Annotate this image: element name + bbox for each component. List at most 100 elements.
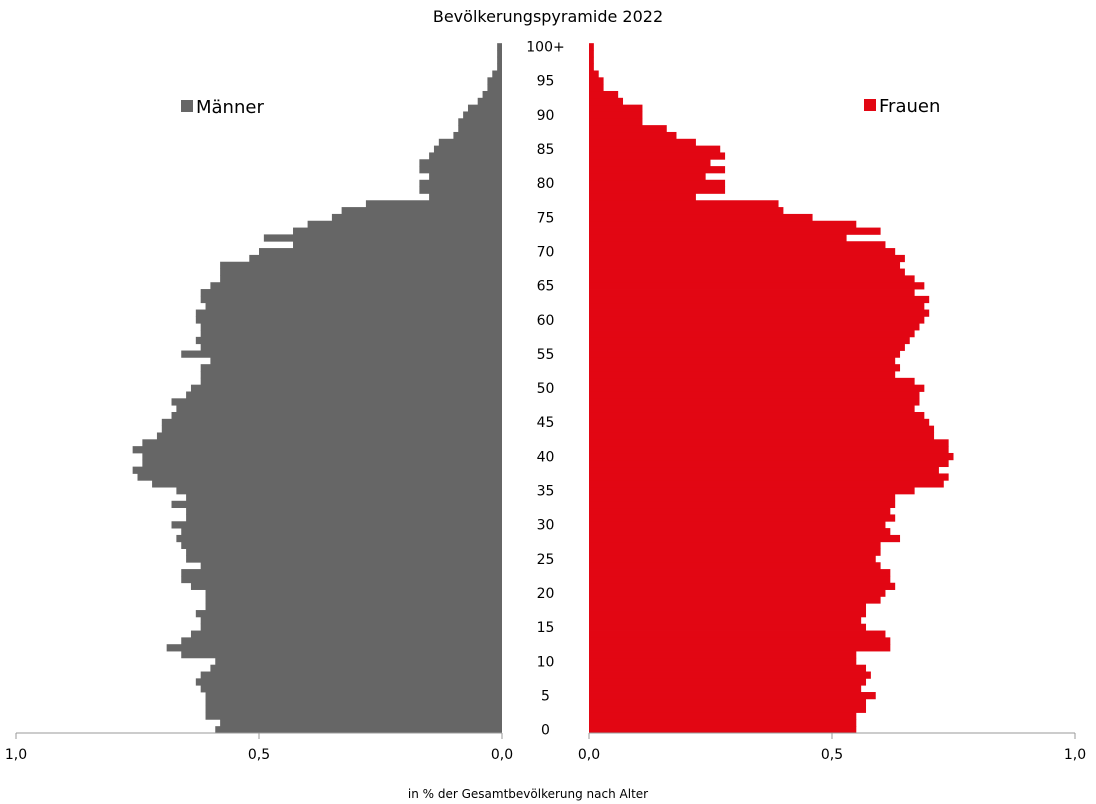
- age-label-5: 5: [541, 688, 550, 704]
- age-axis-labels: 0 5 10 15 20 25 30 35 40 45 50 55 60 65 70 75 80 85 90 95 10…: [526, 40, 564, 739]
- male-bar-age-30: [171, 521, 502, 529]
- male-bar-age-0: [215, 726, 502, 734]
- male-bar-age-91: [467, 104, 502, 112]
- female-bar-age-42: [589, 439, 949, 447]
- female-bar-age-62: [589, 302, 925, 310]
- x-tick-label-2: 0,0: [491, 747, 513, 763]
- male-bar-age-85: [433, 145, 502, 153]
- female-bar-age-71: [589, 241, 886, 249]
- x-axes: 1,0 0,5 0,0 0,0 0,5 1,0: [5, 732, 1086, 763]
- female-bar-age-2: [589, 712, 857, 720]
- female-bar-age-90: [589, 111, 643, 119]
- female-bar-age-67: [589, 268, 905, 276]
- male-bar-age-47: [176, 405, 502, 413]
- female-bar-age-40: [589, 452, 954, 461]
- female-bar-age-52: [589, 371, 896, 379]
- female-bar-age-54: [589, 357, 896, 365]
- male-bar-age-61: [195, 309, 502, 317]
- male-bar-age-55: [181, 350, 503, 358]
- age-label-70: 70: [537, 244, 555, 260]
- male-bar-age-99: [497, 50, 502, 58]
- age-label-60: 60: [537, 313, 555, 329]
- female-bar-age-85: [589, 145, 721, 153]
- female-bar-age-22: [589, 575, 891, 584]
- female-bar-age-35: [589, 487, 915, 495]
- female-bar-age-43: [589, 432, 935, 440]
- male-bar-age-38: [132, 466, 502, 474]
- female-bar-age-95: [589, 77, 604, 85]
- legend-label-maenner: Männer: [196, 97, 264, 118]
- male-bar-age-87: [453, 131, 502, 140]
- male-bar-age-80: [419, 179, 502, 187]
- female-bar-age-45: [589, 418, 930, 427]
- chart-title: Bevölkerungspyramide 2022: [433, 7, 663, 26]
- age-label-0: 0: [541, 723, 550, 739]
- male-bar-age-98: [497, 56, 502, 65]
- male-bar-age-63: [200, 295, 502, 304]
- male-bar-age-59: [200, 323, 502, 331]
- female-bar-age-70: [589, 248, 896, 256]
- male-bar-age-68: [220, 261, 502, 269]
- female-bar-age-25: [589, 555, 876, 563]
- male-bar-age-43: [156, 432, 502, 440]
- age-label-55: 55: [537, 347, 555, 363]
- female-bar-age-73: [589, 227, 881, 235]
- male-bar-age-100: [497, 43, 502, 51]
- male-bar-age-10: [215, 657, 502, 666]
- female-bar-age-44: [589, 425, 935, 433]
- male-bar-age-56: [200, 343, 502, 351]
- female-bar-age-92: [589, 97, 624, 106]
- female-bar-age-69: [589, 254, 905, 263]
- female-bar-age-26: [589, 548, 881, 556]
- female-bar-age-97: [589, 63, 594, 71]
- female-bar-age-64: [589, 289, 915, 297]
- female-bar-age-80: [589, 179, 726, 187]
- female-bar-age-79: [589, 186, 726, 194]
- female-bar-age-74: [589, 220, 857, 228]
- female-bar-age-16: [589, 616, 862, 625]
- female-bar-age-87: [589, 131, 677, 140]
- male-bar-age-89: [458, 118, 502, 126]
- male-bar-age-24: [200, 562, 502, 570]
- female-bar-age-78: [589, 193, 696, 201]
- female-bar-age-1: [589, 719, 857, 727]
- female-bar-age-41: [589, 446, 949, 454]
- male-bar-age-93: [482, 90, 502, 99]
- female-bar-age-5: [589, 692, 876, 700]
- female-bars: [589, 43, 954, 734]
- female-bar-age-94: [589, 84, 604, 92]
- male-bar-age-34: [186, 493, 502, 502]
- male-bar-age-9: [210, 664, 502, 672]
- female-bar-age-38: [589, 466, 939, 474]
- female-bar-age-99: [589, 50, 594, 58]
- age-label-80: 80: [537, 176, 555, 192]
- female-bar-age-57: [589, 336, 910, 345]
- female-bar-age-17: [589, 610, 867, 618]
- female-bar-age-60: [589, 316, 925, 324]
- male-bar-age-23: [181, 569, 503, 577]
- female-bar-age-86: [589, 138, 696, 147]
- male-bar-age-52: [200, 371, 502, 379]
- age-label-25: 25: [537, 552, 555, 568]
- female-bar-age-100: [589, 43, 594, 51]
- male-bars: [132, 43, 503, 734]
- age-label-10: 10: [537, 654, 555, 670]
- female-bar-age-30: [589, 521, 886, 529]
- female-bar-age-31: [589, 514, 896, 522]
- male-bar-age-20: [205, 589, 503, 597]
- age-label-45: 45: [537, 415, 555, 431]
- female-bar-age-37: [589, 473, 949, 481]
- female-bar-age-75: [589, 213, 813, 222]
- x-tick-label-4: 0,5: [821, 747, 843, 763]
- male-bar-age-90: [463, 111, 502, 119]
- female-bar-age-49: [589, 391, 920, 399]
- male-bar-age-7: [195, 678, 502, 686]
- male-bar-age-13: [181, 637, 503, 645]
- male-bar-age-37: [137, 473, 502, 481]
- male-bar-age-2: [205, 712, 503, 720]
- male-bar-age-75: [331, 213, 502, 222]
- female-bar-age-76: [589, 207, 784, 215]
- male-bar-age-40: [142, 452, 503, 461]
- male-bar-age-41: [132, 446, 502, 454]
- male-bar-age-58: [200, 330, 502, 338]
